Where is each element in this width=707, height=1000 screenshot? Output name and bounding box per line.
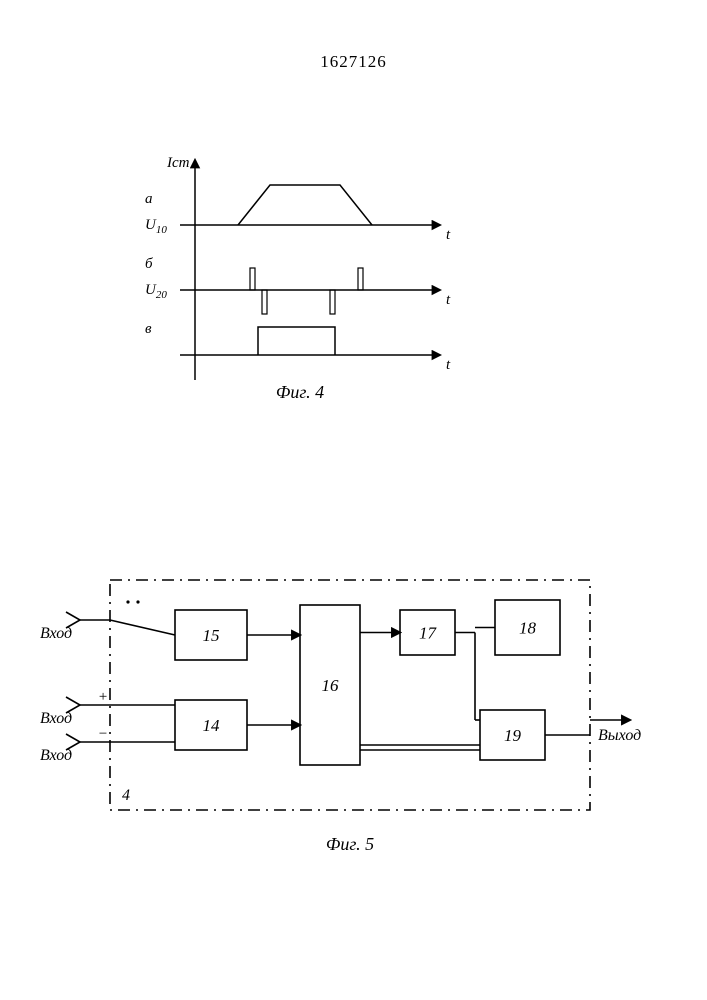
svg-text:16: 16 [322,676,340,695]
svg-text:15: 15 [203,626,220,645]
svg-text:+: + [98,689,108,705]
svg-text:t: t [446,227,451,243]
svg-text:Вход: Вход [40,625,72,642]
svg-text:б: б [145,256,153,272]
figure-5: 4 14 15 16 17 18 19 Вход Вход + Вход − Выход Фиг. 5 [0,480,707,980]
svg-text:18: 18 [519,619,537,638]
figure-4: Iст t a U10 t б U20 t в Фиг. 4 [0,0,707,500]
svg-text:U10: U10 [145,217,167,236]
page: 1627126 IстtaU10tбU20tв Фиг. 4 414151617… [0,0,707,1000]
svg-text:Выход: Выход [598,727,641,744]
svg-text:U20: U20 [145,282,167,301]
svg-text:a: a [145,191,153,207]
svg-text:Iст: Iст [166,155,190,171]
svg-text:19: 19 [504,726,522,745]
svg-text:t: t [446,357,451,373]
svg-text:в: в [145,321,152,337]
svg-text:17: 17 [419,624,438,643]
svg-text:14: 14 [203,716,221,735]
svg-text:t: t [446,292,451,308]
svg-text:4: 4 [122,787,130,804]
svg-text:−: − [98,726,108,742]
svg-text:Вход: Вход [40,710,72,727]
svg-text:Вход: Вход [40,747,72,764]
figure-5-caption: Фиг. 5 [326,834,374,854]
figure-4-caption: Фиг. 4 [276,382,324,402]
